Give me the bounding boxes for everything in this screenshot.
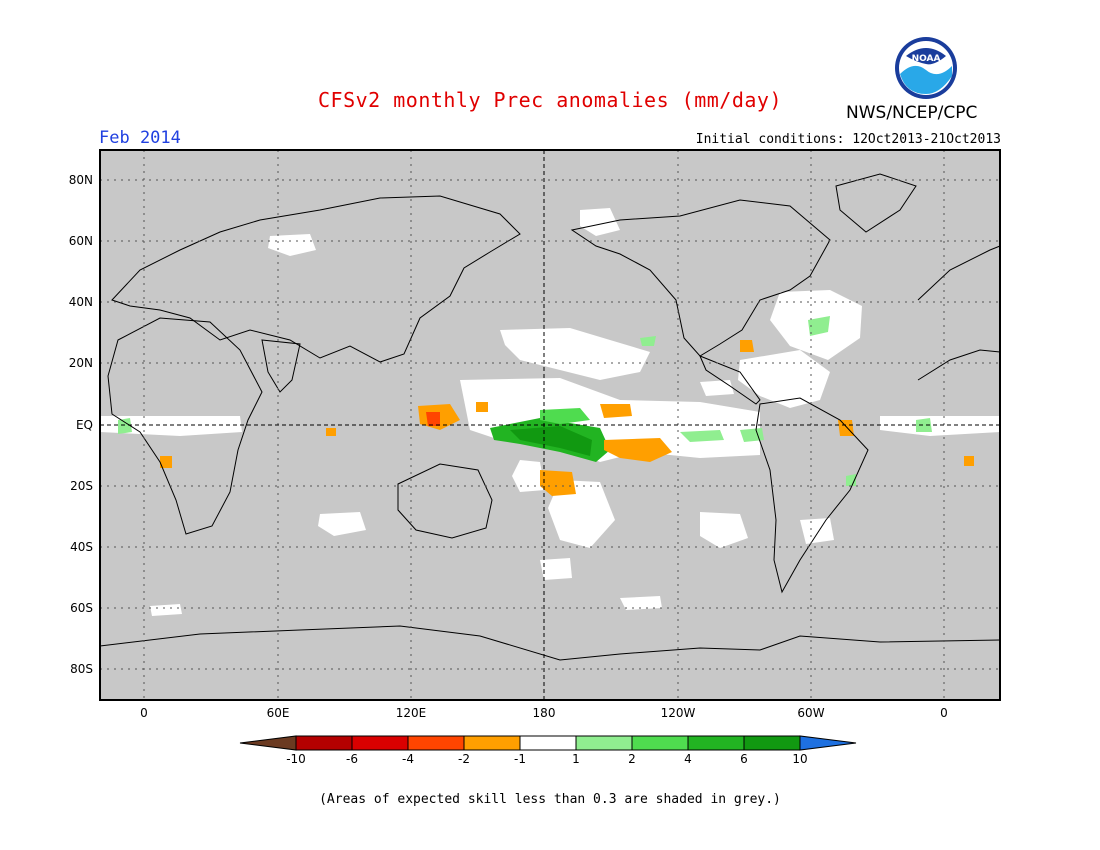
legend-swatch	[575, 735, 633, 751]
lon-label: 180	[533, 706, 556, 720]
legend-swatch	[351, 735, 409, 751]
noaa-logo-icon: NOAA	[895, 37, 957, 99]
lon-label: 0	[940, 706, 948, 720]
lon-label: 0	[140, 706, 148, 720]
lon-label: 60E	[267, 706, 290, 720]
legend-swatch	[631, 735, 689, 751]
legend-swatch	[687, 735, 745, 751]
latitude-labels: 80N 60N 40N 20N EQ 20S 40S 60S 80S	[69, 173, 93, 676]
lat-label: 60N	[69, 234, 93, 248]
legend-arrow-high	[799, 735, 857, 751]
legend-tick-label: 2	[628, 752, 636, 766]
map-frame	[99, 149, 1001, 701]
lon-label: 60W	[797, 706, 824, 720]
legend-tick-label: 4	[684, 752, 692, 766]
map-title: CFSv2 monthly Prec anomalies (mm/day)	[317, 88, 783, 112]
legend-tick-label: -6	[346, 752, 358, 766]
initial-conditions: Initial conditions: 12Oct2013-21Oct2013	[695, 132, 1001, 147]
equator-dateline	[100, 150, 1000, 700]
legend-tick-label: -4	[402, 752, 414, 766]
dry-anomalies	[160, 340, 974, 496]
coastlines	[99, 173, 1001, 661]
legend-swatch	[743, 735, 801, 751]
lat-label: 80S	[70, 662, 93, 676]
legend-tick-label: 10	[792, 752, 807, 766]
legend-swatch	[407, 735, 465, 751]
legend-tick-label: 1	[572, 752, 580, 766]
legend-swatch	[295, 735, 353, 751]
legend-arrow-low	[239, 735, 297, 751]
longitude-labels: 0 60E 120E 180 120W 60W 0	[140, 706, 948, 720]
lon-label: 120E	[396, 706, 427, 720]
lat-label: 80N	[69, 173, 93, 187]
logo-text: NOAA	[912, 54, 941, 64]
legend-tick-label: -10	[286, 752, 306, 766]
agency-label: NWS/NCEP/CPC	[846, 103, 978, 123]
skill-footnote: (Areas of expected skill less than 0.3 a…	[319, 792, 781, 807]
lat-label: 60S	[70, 601, 93, 615]
legend-tick-label: -1	[514, 752, 526, 766]
lat-label: 20S	[70, 479, 93, 493]
color-legend: -10 -6 -4 -2 -1 1 2 4 6 10	[239, 735, 857, 766]
legend-swatch	[463, 735, 521, 751]
lat-label: 40N	[69, 295, 93, 309]
forecast-month: Feb 2014	[99, 128, 181, 148]
lon-label: 120W	[661, 706, 696, 720]
legend-tick-label: -2	[458, 752, 470, 766]
skill-regions	[100, 208, 1000, 616]
lat-label: 20N	[69, 356, 93, 370]
lat-label: EQ	[76, 418, 93, 432]
legend-tick-label: 6	[740, 752, 748, 766]
lat-label: 40S	[70, 540, 93, 554]
wet-anomalies	[118, 316, 932, 486]
legend-swatch	[519, 735, 577, 751]
